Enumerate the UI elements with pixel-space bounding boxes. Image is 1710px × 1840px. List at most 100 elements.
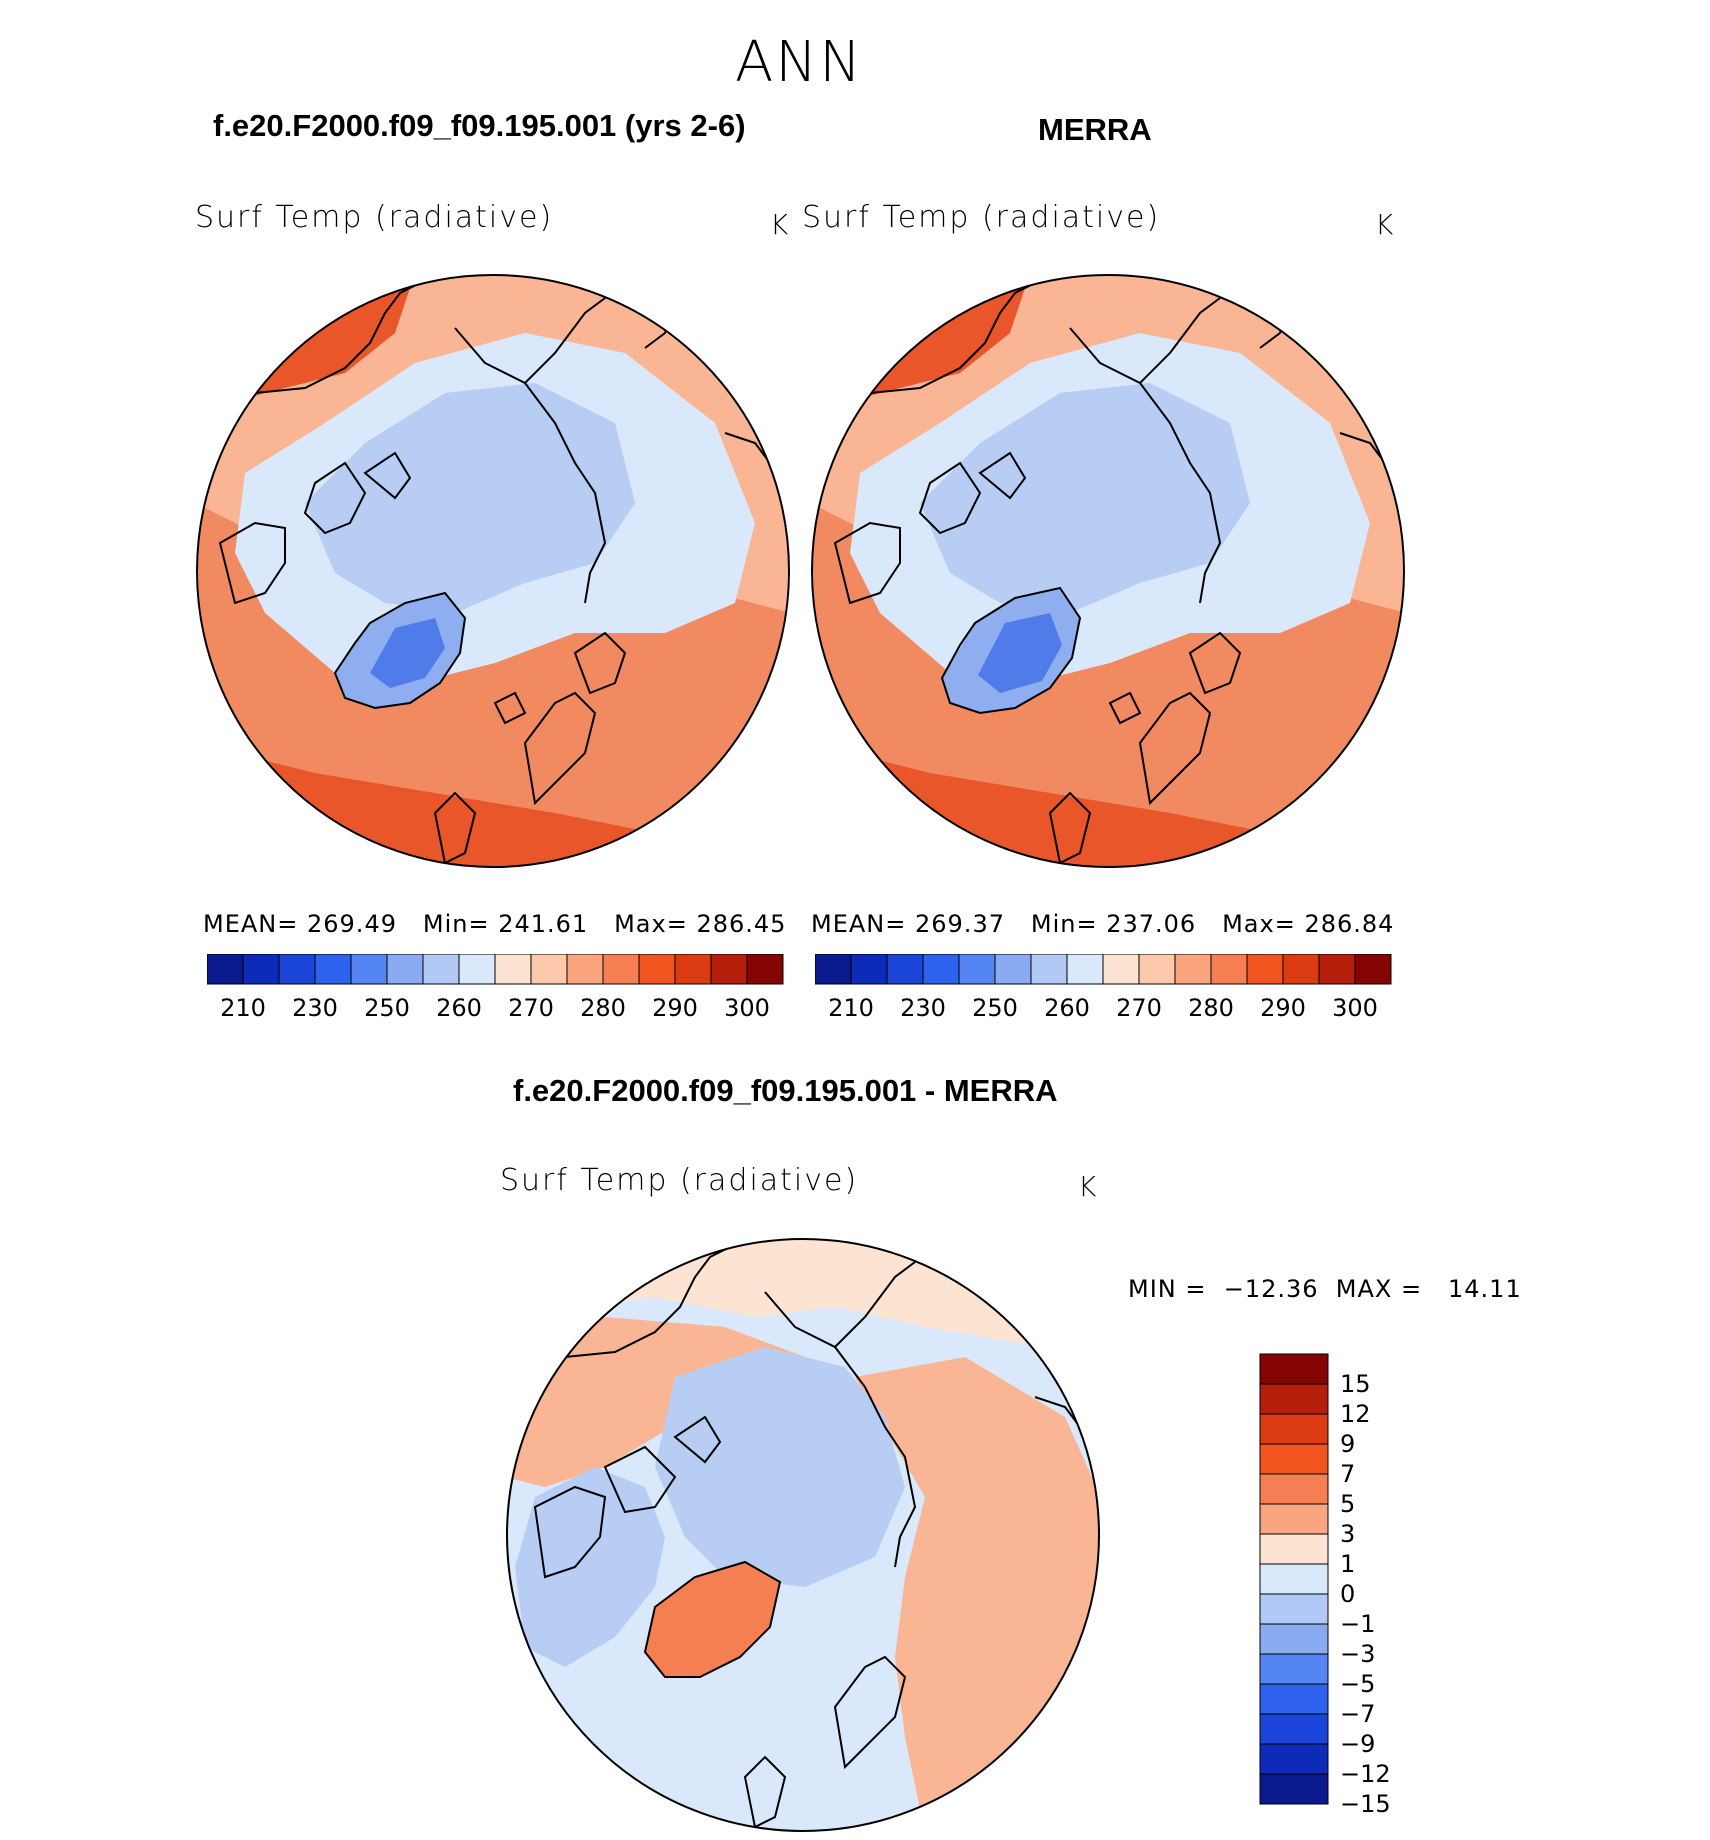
model-colorbar: 210 230 250 260 270 280 290 300 — [207, 954, 784, 1022]
model-colorbar-swatch — [278, 954, 316, 985]
model-colorbar-swatch — [242, 954, 280, 985]
obs-colorbar-tick-label: 250 — [972, 994, 1018, 1022]
model-colorbar-swatch — [314, 954, 352, 985]
diff-colorbar-tick-label: 1 — [1340, 1550, 1355, 1578]
diff-colorbar-swatch — [1259, 1683, 1329, 1715]
model-colorbar-tick-label: 260 — [436, 994, 482, 1022]
obs-colorbar-swatch — [1102, 954, 1140, 985]
diff-colorbar-tick-label: −12 — [1340, 1760, 1391, 1788]
obs-colorbar-swatch — [850, 954, 888, 985]
model-colorbar-swatch — [422, 954, 460, 985]
obs-colorbar-swatch — [1174, 954, 1212, 985]
obs-coastlines — [829, 282, 1386, 865]
obs-variable-title: Surf Temp (radiative) — [802, 200, 1161, 235]
diff-colorbar-tick-label: 9 — [1340, 1430, 1355, 1458]
obs-temperature-field — [812, 275, 1404, 867]
model-colorbar-tick-label: 300 — [724, 994, 770, 1022]
model-coastlines — [214, 282, 771, 865]
diff-colorbar-tick-label: −15 — [1340, 1790, 1391, 1818]
obs-colorbar-tick-label: 230 — [900, 994, 946, 1022]
obs-colorbar-swatch — [994, 954, 1032, 985]
model-colorbar-tick-label: 290 — [652, 994, 698, 1022]
obs-colorbar-swatch — [1210, 954, 1248, 985]
model-case-title: f.e20.F2000.f09_f09.195.001 (yrs 2-6) — [213, 108, 746, 143]
model-colorbar-tick-label: 230 — [292, 994, 338, 1022]
obs-colorbar-swatch — [1246, 954, 1284, 985]
obs-colorbar-swatch — [1354, 954, 1392, 985]
diff-units-label: K — [1078, 1170, 1097, 1203]
diff-colorbar-swatch — [1259, 1713, 1329, 1745]
diff-case-title: f.e20.F2000.f09_f09.195.001 - MERRA — [513, 1073, 1058, 1108]
model-units-label: K — [770, 208, 789, 241]
model-map-boundary — [196, 274, 790, 868]
diff-colorbar-tick-label: 0 — [1340, 1580, 1355, 1608]
diff-map-boundary — [506, 1238, 1100, 1832]
obs-stats: MEAN= 269.37 Min= 237.06 Max= 286.84 — [811, 910, 1395, 938]
obs-colorbar-swatch — [1066, 954, 1104, 985]
model-colorbar-swatch — [746, 954, 784, 985]
model-colorbar-swatch — [710, 954, 748, 985]
obs-colorbar-swatch — [815, 954, 852, 985]
diff-colorbar-swatch — [1259, 1653, 1329, 1685]
diff-variable-title: Surf Temp (radiative) — [500, 1163, 859, 1198]
diff-colorbar-tick-label: 7 — [1340, 1460, 1355, 1488]
model-colorbar-tick-label: 280 — [580, 994, 626, 1022]
model-colorbar-swatch — [566, 954, 604, 985]
diff-minmax: MIN = −12.36 MAX = 14.11 — [1128, 1275, 1522, 1303]
obs-colorbar-tick-label: 300 — [1332, 994, 1378, 1022]
season-title: ANN — [735, 30, 864, 95]
model-colorbar-swatch — [494, 954, 532, 985]
obs-colorbar-tick-label: 290 — [1260, 994, 1306, 1022]
diff-colorbar-swatch — [1259, 1623, 1329, 1655]
diff-colorbar-tick-label: −3 — [1340, 1640, 1375, 1668]
obs-colorbar-swatch — [958, 954, 996, 985]
model-colorbar-swatch — [207, 954, 244, 985]
diff-colorbar-swatch — [1259, 1563, 1329, 1595]
diff-colorbar-swatch — [1259, 1473, 1329, 1505]
diff-colorbar-swatch — [1259, 1443, 1329, 1475]
diff-colorbar-swatch — [1259, 1593, 1329, 1625]
obs-colorbar-swatch — [1318, 954, 1356, 985]
diff-colorbar-swatch — [1259, 1533, 1329, 1565]
obs-colorbar-tick-label: 270 — [1116, 994, 1162, 1022]
diff-coastlines — [524, 1246, 1081, 1829]
diff-colorbar-tick-label: 15 — [1340, 1370, 1371, 1398]
model-colorbar-swatch — [674, 954, 712, 985]
diff-colorbar-swatch — [1259, 1413, 1329, 1445]
diff-colorbar-tick-label: 5 — [1340, 1490, 1355, 1518]
diff-colorbar-swatch — [1259, 1503, 1329, 1535]
diff-colorbar-tick-label: −1 — [1340, 1610, 1375, 1638]
model-colorbar-swatch — [602, 954, 640, 985]
diff-colorbar-swatch — [1259, 1773, 1329, 1805]
diff-temperature-field — [507, 1239, 1099, 1831]
model-colorbar-swatch — [638, 954, 676, 985]
obs-colorbar-swatch — [1282, 954, 1320, 985]
model-colorbar-tick-label: 250 — [364, 994, 410, 1022]
obs-colorbar: 210 230 250 260 270 280 290 300 — [815, 954, 1392, 1022]
obs-colorbar-swatch — [1138, 954, 1176, 985]
obs-colorbar-swatch — [1030, 954, 1068, 985]
diff-colorbar-tick-label: −7 — [1340, 1700, 1375, 1728]
model-colorbar-swatch — [350, 954, 388, 985]
diff-colorbar-swatch — [1259, 1743, 1329, 1775]
obs-colorbar-swatch — [886, 954, 924, 985]
diff-colorbar-swatch — [1259, 1383, 1329, 1415]
diff-colorbar-tick-label: −5 — [1340, 1670, 1375, 1698]
obs-colorbar-tick-label: 210 — [828, 994, 874, 1022]
model-colorbar-swatch — [530, 954, 568, 985]
diff-colorbar-tick-label: 12 — [1340, 1400, 1371, 1428]
diff-colorbar-swatch — [1259, 1353, 1329, 1385]
obs-case-title: MERRA — [1038, 112, 1152, 147]
obs-map-boundary — [811, 274, 1405, 868]
model-stats: MEAN= 269.49 Min= 241.61 Max= 286.45 — [203, 910, 787, 938]
model-colorbar-swatch — [386, 954, 424, 985]
model-variable-title: Surf Temp (radiative) — [195, 200, 554, 235]
model-colorbar-tick-label: 270 — [508, 994, 554, 1022]
obs-colorbar-swatch — [922, 954, 960, 985]
model-colorbar-tick-label: 210 — [220, 994, 266, 1022]
diff-colorbar-tick-label: −9 — [1340, 1730, 1375, 1758]
obs-units-label: K — [1375, 208, 1394, 241]
obs-colorbar-tick-label: 280 — [1188, 994, 1234, 1022]
obs-polar-map — [811, 274, 1405, 868]
